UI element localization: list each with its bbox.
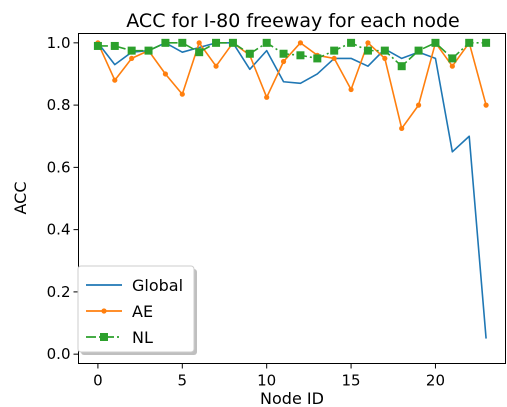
y-axis-label: ACC: [11, 181, 30, 214]
data-point: [297, 40, 304, 46]
data-point: [414, 46, 423, 55]
data-point: [129, 55, 135, 62]
legend: Global AE NL: [77, 265, 197, 355]
data-point: [93, 41, 102, 50]
data-point: [212, 38, 221, 47]
data-point: [296, 51, 305, 60]
data-point: [397, 62, 406, 71]
data-point: [331, 55, 337, 62]
x-tick-label: 5: [178, 372, 188, 390]
plot-area: [78, 33, 506, 364]
data-point: [213, 63, 219, 69]
data-point: [112, 77, 118, 83]
y-tick-label: 0.6: [47, 158, 71, 176]
x-tick-label: 10: [257, 372, 276, 390]
data-point: [144, 46, 153, 55]
data-point: [348, 86, 354, 93]
data-point: [380, 46, 389, 55]
data-point: [264, 94, 270, 100]
x-tick-label: 20: [426, 372, 445, 390]
data-point: [179, 91, 185, 97]
data-point: [482, 38, 491, 47]
y-tick-label: 0.0: [47, 345, 71, 363]
legend-box: [77, 265, 195, 353]
data-point: [431, 38, 440, 47]
data-point: [161, 38, 170, 47]
legend-label: Global: [132, 276, 183, 295]
y-tick-label: 0.4: [47, 221, 71, 239]
data-point: [399, 125, 405, 132]
data-point: [330, 46, 339, 55]
data-point: [127, 46, 136, 55]
series-nl: [93, 38, 491, 71]
data-point: [415, 102, 422, 108]
data-point: [449, 63, 455, 69]
chart-title: ACC for I-80 freeway for each node: [126, 10, 459, 32]
y-tick-label: 1.0: [47, 34, 71, 52]
x-axis-label: Node ID: [260, 389, 324, 407]
data-point: [262, 38, 271, 47]
data-point: [228, 38, 237, 47]
axes-frame: [78, 33, 506, 364]
data-point: [363, 46, 372, 55]
y-tick-label: 0.8: [47, 96, 71, 114]
data-point: [448, 54, 457, 63]
y-tick-label: 0.2: [47, 283, 71, 301]
x-axis: 0 5 10 15 20: [93, 363, 445, 390]
data-point: [280, 58, 287, 65]
x-tick-label: 15: [342, 372, 361, 390]
series-line-nl: [97, 42, 487, 67]
data-point: [483, 102, 489, 108]
legend-label: AE: [132, 302, 153, 321]
data-point: [365, 40, 371, 46]
data-point: [382, 55, 388, 62]
data-point: [162, 71, 169, 77]
legend-label: NL: [132, 328, 153, 347]
series-layer: [93, 38, 491, 339]
y-axis: 0.0 0.2 0.4 0.6 0.8 1.0: [47, 34, 79, 363]
data-point: [465, 38, 474, 47]
legend-marker: [100, 333, 108, 341]
data-point: [178, 38, 187, 47]
data-point: [196, 40, 202, 46]
series-line-ae: [97, 42, 487, 130]
data-point: [245, 49, 254, 58]
data-point: [195, 48, 204, 57]
data-point: [347, 38, 356, 47]
data-point: [279, 49, 288, 58]
x-tick-label: 0: [93, 372, 103, 390]
data-point: [110, 41, 119, 50]
data-point: [313, 54, 322, 63]
series-ae: [95, 40, 489, 132]
legend-marker: [101, 308, 107, 314]
